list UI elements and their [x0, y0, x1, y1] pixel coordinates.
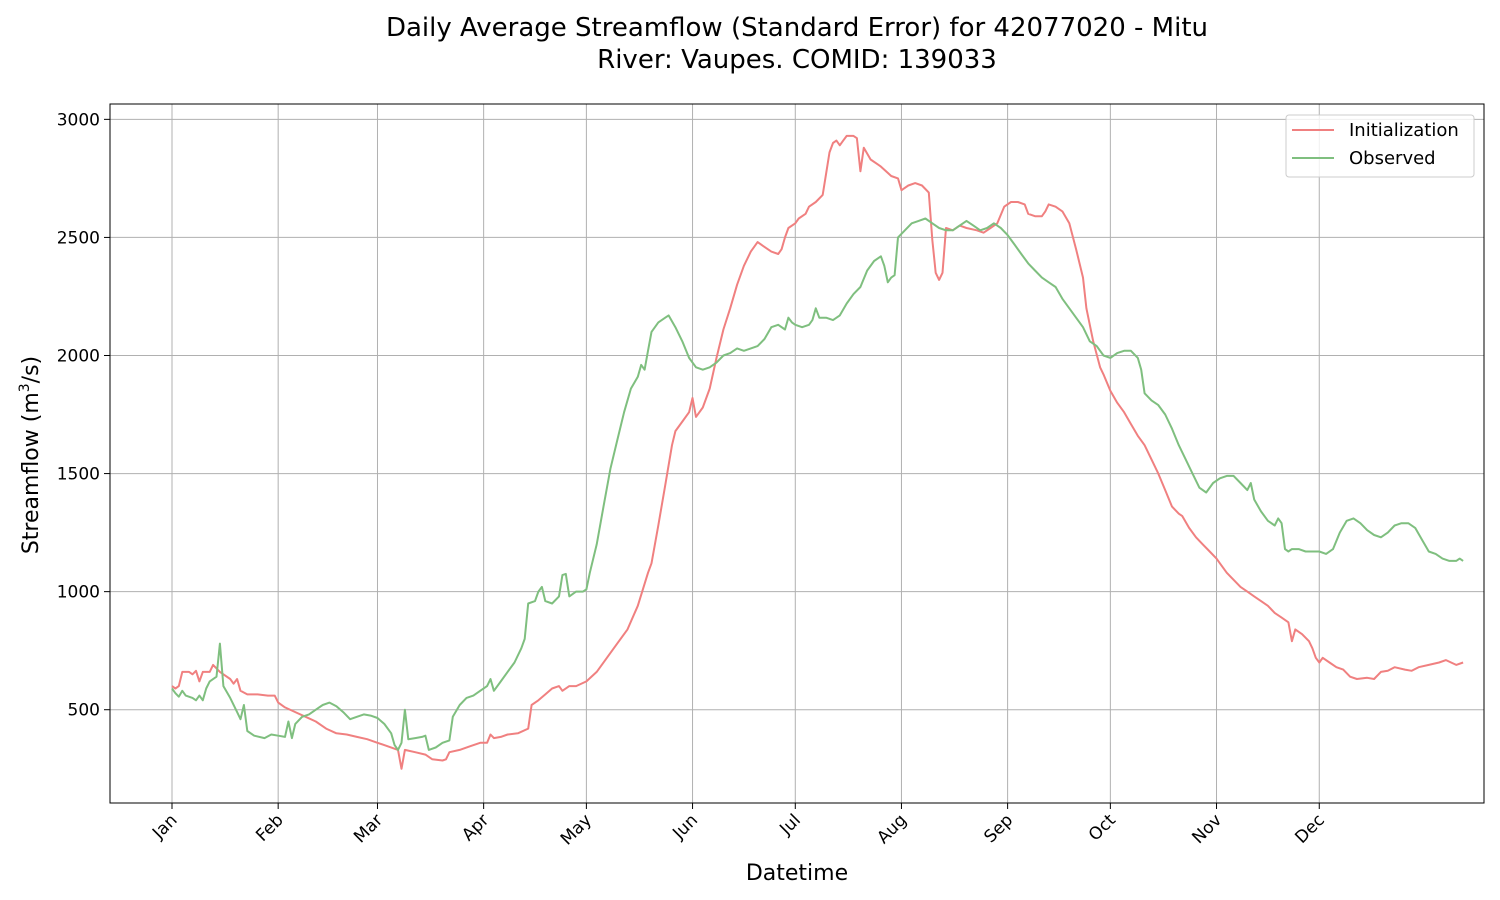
y-axis-label: Streamflow (m3/s) [17, 356, 44, 554]
legend-label-observed: Observed [1349, 148, 1436, 169]
y-tick-label: 500 [68, 701, 100, 721]
y-tick-label: 2000 [57, 346, 100, 366]
x-tick-label: Jul [775, 810, 804, 839]
y-tick-label: 3000 [57, 110, 100, 130]
legend-label-initialization: Initialization [1349, 120, 1459, 141]
y-tick-label: 1000 [57, 583, 100, 603]
x-tick-label: Oct [1085, 810, 1120, 845]
grid-lines [110, 104, 1484, 803]
x-axis-ticks: Jan Feb Mar Apr May Jun Jul Aug Sep Oct Nov Dec [148, 803, 1329, 849]
x-tick-label: Dec [1291, 810, 1328, 847]
x-tick-label: Sep [980, 810, 1017, 847]
x-axis-label: Datetime [746, 861, 848, 886]
y-tick-label: 2500 [57, 228, 100, 248]
y-tick-label: 1500 [57, 465, 100, 485]
series-lines [171, 134, 1464, 770]
chart-title-line-2: River: Vaupes. COMID: 139033 [597, 45, 997, 75]
chart-title-line-1: Daily Average Streamflow (Standard Error… [385, 13, 1209, 43]
y-axis-ticks: 500 1000 1500 2000 2500 3000 [57, 110, 110, 721]
x-tick-label: Mar [350, 810, 387, 847]
x-tick-label: Feb [252, 810, 287, 845]
y-axis-label-main: Streamflow (m [19, 392, 44, 554]
x-tick-label: Nov [1188, 810, 1226, 848]
x-tick-label: Apr [458, 810, 493, 845]
x-tick-label: Jan [148, 810, 181, 843]
series-line-observed [171, 217, 1464, 751]
y-axis-label-superscript: 3 [17, 383, 33, 392]
x-tick-label: May [557, 810, 596, 849]
plot-area-frame [109, 103, 1485, 804]
series-line-initialization [171, 134, 1464, 770]
y-axis-label-end: /s) [19, 356, 44, 383]
x-tick-label: Jun [668, 810, 702, 844]
x-tick-label: Aug [873, 810, 911, 848]
legend: Initialization Observed [1285, 114, 1475, 178]
